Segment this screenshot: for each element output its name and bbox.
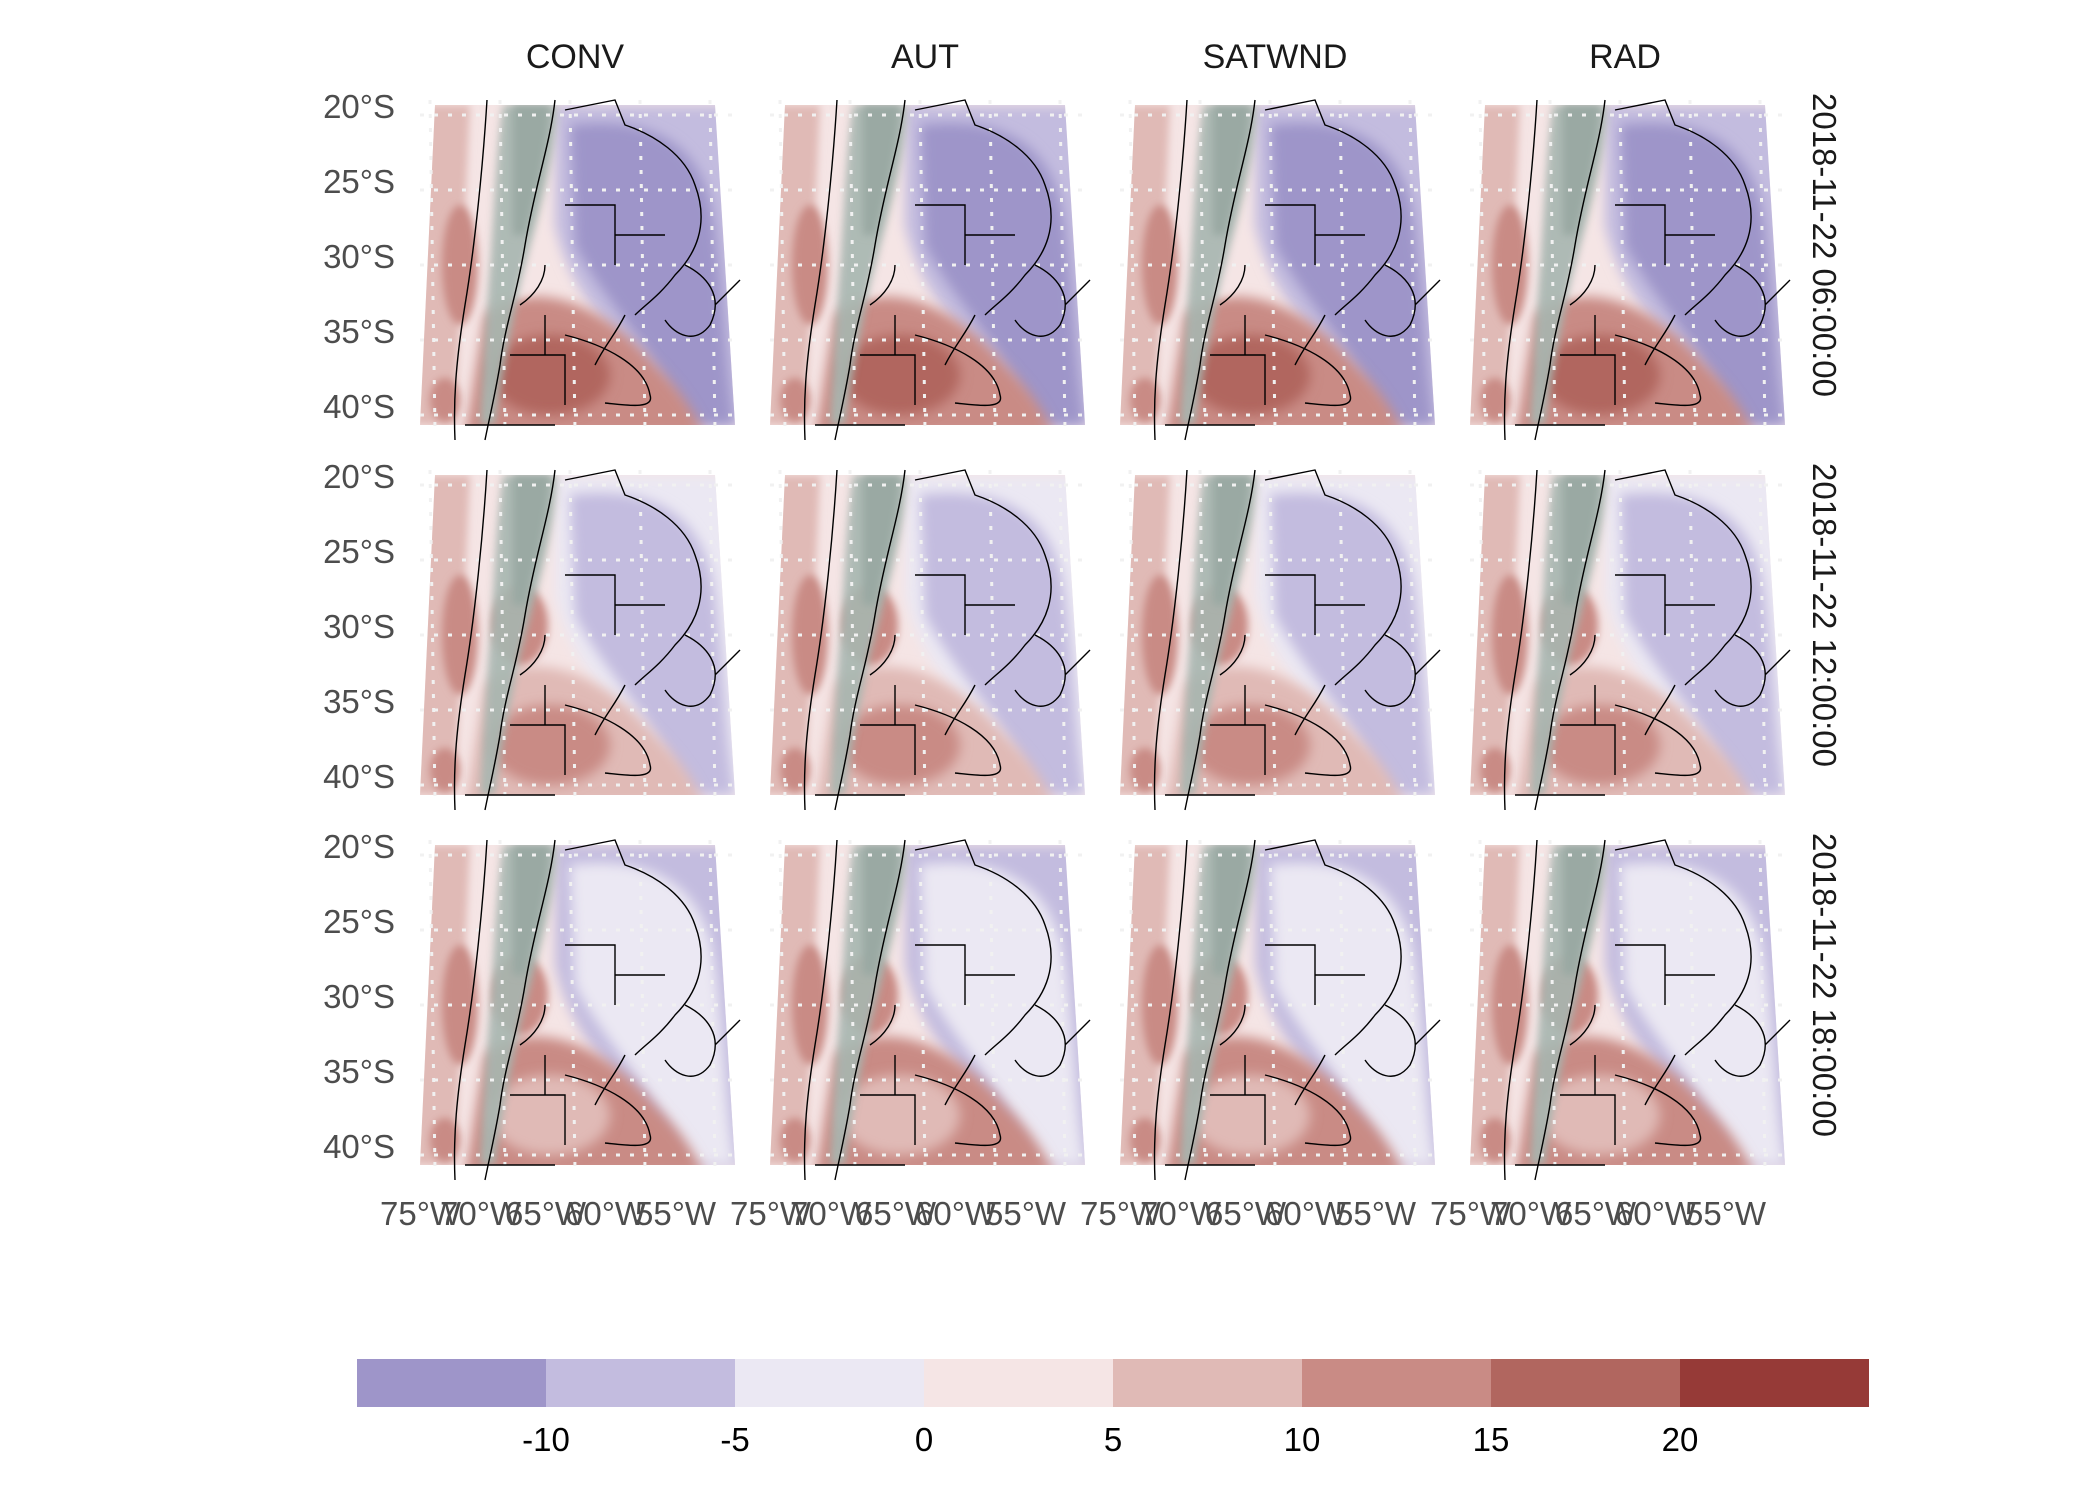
row-title-3: 2018-11-22 18:00:00 (1806, 833, 1843, 1137)
colorbar-tick-4: 10 (1283, 1421, 1321, 1458)
map-panel-conv-row-3 (420, 839, 741, 1181)
colorbar-segment-6 (1491, 1359, 1680, 1407)
colorbar-tick-6: 20 (1661, 1421, 1699, 1458)
lat-label-row3-1: 25°S (323, 903, 395, 940)
map-panel-satwnd-row-2 (1120, 469, 1441, 811)
lon-label-col1-1: 70°W (440, 1195, 522, 1232)
map-panel-conv-row-1 (420, 99, 741, 441)
colorbar-tick-3: 5 (1103, 1421, 1123, 1458)
lat-label-row2-4: 40°S (323, 758, 395, 795)
map-panel-rad-row-3 (1470, 839, 1791, 1181)
lon-label-col2-3: 60°W (915, 1195, 997, 1232)
map-panel-aut-row-3 (770, 839, 1091, 1181)
lat-label-row1-4: 40°S (323, 388, 395, 425)
lon-label-col3-0: 75°W (1080, 1195, 1162, 1232)
lat-label-row2-1: 25°S (323, 533, 395, 570)
lon-label-col3-3: 60°W (1265, 1195, 1347, 1232)
lon-label-col1-4: 55°W (635, 1195, 717, 1232)
colorbar (357, 1359, 1869, 1407)
lat-label-row2-0: 20°S (323, 458, 395, 495)
map-panel-rad-row-1 (1470, 99, 1791, 441)
lat-label-row3-4: 40°S (323, 1128, 395, 1165)
lon-label-col1-3: 60°W (565, 1195, 647, 1232)
colorbar-segment-1 (546, 1359, 735, 1407)
map-panel-satwnd-row-1 (1120, 99, 1441, 441)
lon-label-col2-0: 75°W (730, 1195, 812, 1232)
lon-label-col4-0: 75°W (1430, 1195, 1512, 1232)
map-panel-aut-row-2 (770, 469, 1091, 811)
colorbar-segment-5 (1302, 1359, 1491, 1407)
lat-label-row3-0: 20°S (323, 828, 395, 865)
lon-label-col4-4: 55°W (1685, 1195, 1767, 1232)
column-title-aut: AUT (891, 38, 959, 76)
row-title-1: 2018-11-22 06:00:00 (1806, 93, 1843, 397)
lat-label-row3-2: 30°S (323, 978, 395, 1015)
colorbar-segment-3 (924, 1359, 1113, 1407)
colorbar-tick-1: -5 (720, 1421, 750, 1458)
lat-label-row2-2: 30°S (323, 608, 395, 645)
map-panel-rad-row-2 (1470, 469, 1791, 811)
column-title-rad: RAD (1589, 38, 1661, 76)
lon-label-col1-0: 75°W (380, 1195, 462, 1232)
colorbar-segment-2 (735, 1359, 924, 1407)
lon-label-col3-2: 65°W (1205, 1195, 1287, 1232)
lat-label-row1-1: 25°S (323, 163, 395, 200)
map-panel-conv-row-2 (420, 469, 741, 811)
colorbar-tick-2: 0 (914, 1421, 934, 1458)
lon-label-col4-2: 65°W (1555, 1195, 1637, 1232)
lon-label-col2-1: 70°W (790, 1195, 872, 1232)
lat-label-row2-3: 35°S (323, 683, 395, 720)
colorbar-segment-0 (357, 1359, 546, 1407)
column-title-conv: CONV (525, 38, 625, 76)
row-title-2: 2018-11-22 12:00:00 (1806, 463, 1843, 767)
lon-label-col2-2: 65°W (855, 1195, 937, 1232)
colorbar-segment-4 (1113, 1359, 1302, 1407)
column-title-satwnd: SATWND (1202, 38, 1348, 76)
lon-label-col1-2: 65°W (505, 1195, 587, 1232)
lat-label-row1-3: 35°S (323, 313, 395, 350)
lon-label-col3-4: 55°W (1335, 1195, 1417, 1232)
colorbar-segment-7 (1680, 1359, 1869, 1407)
map-panel-aut-row-1 (770, 99, 1091, 441)
colorbar-tick-0: -10 (522, 1421, 570, 1458)
lon-label-col2-4: 55°W (985, 1195, 1067, 1232)
lat-label-row3-3: 35°S (323, 1053, 395, 1090)
lon-label-col4-3: 60°W (1615, 1195, 1697, 1232)
lon-label-col4-1: 70°W (1490, 1195, 1572, 1232)
lon-label-col3-1: 70°W (1140, 1195, 1222, 1232)
map-panel-satwnd-row-3 (1120, 839, 1441, 1181)
lat-label-row1-0: 20°S (323, 88, 395, 125)
lat-label-row1-2: 30°S (323, 238, 395, 275)
colorbar-tick-5: 15 (1472, 1421, 1510, 1458)
